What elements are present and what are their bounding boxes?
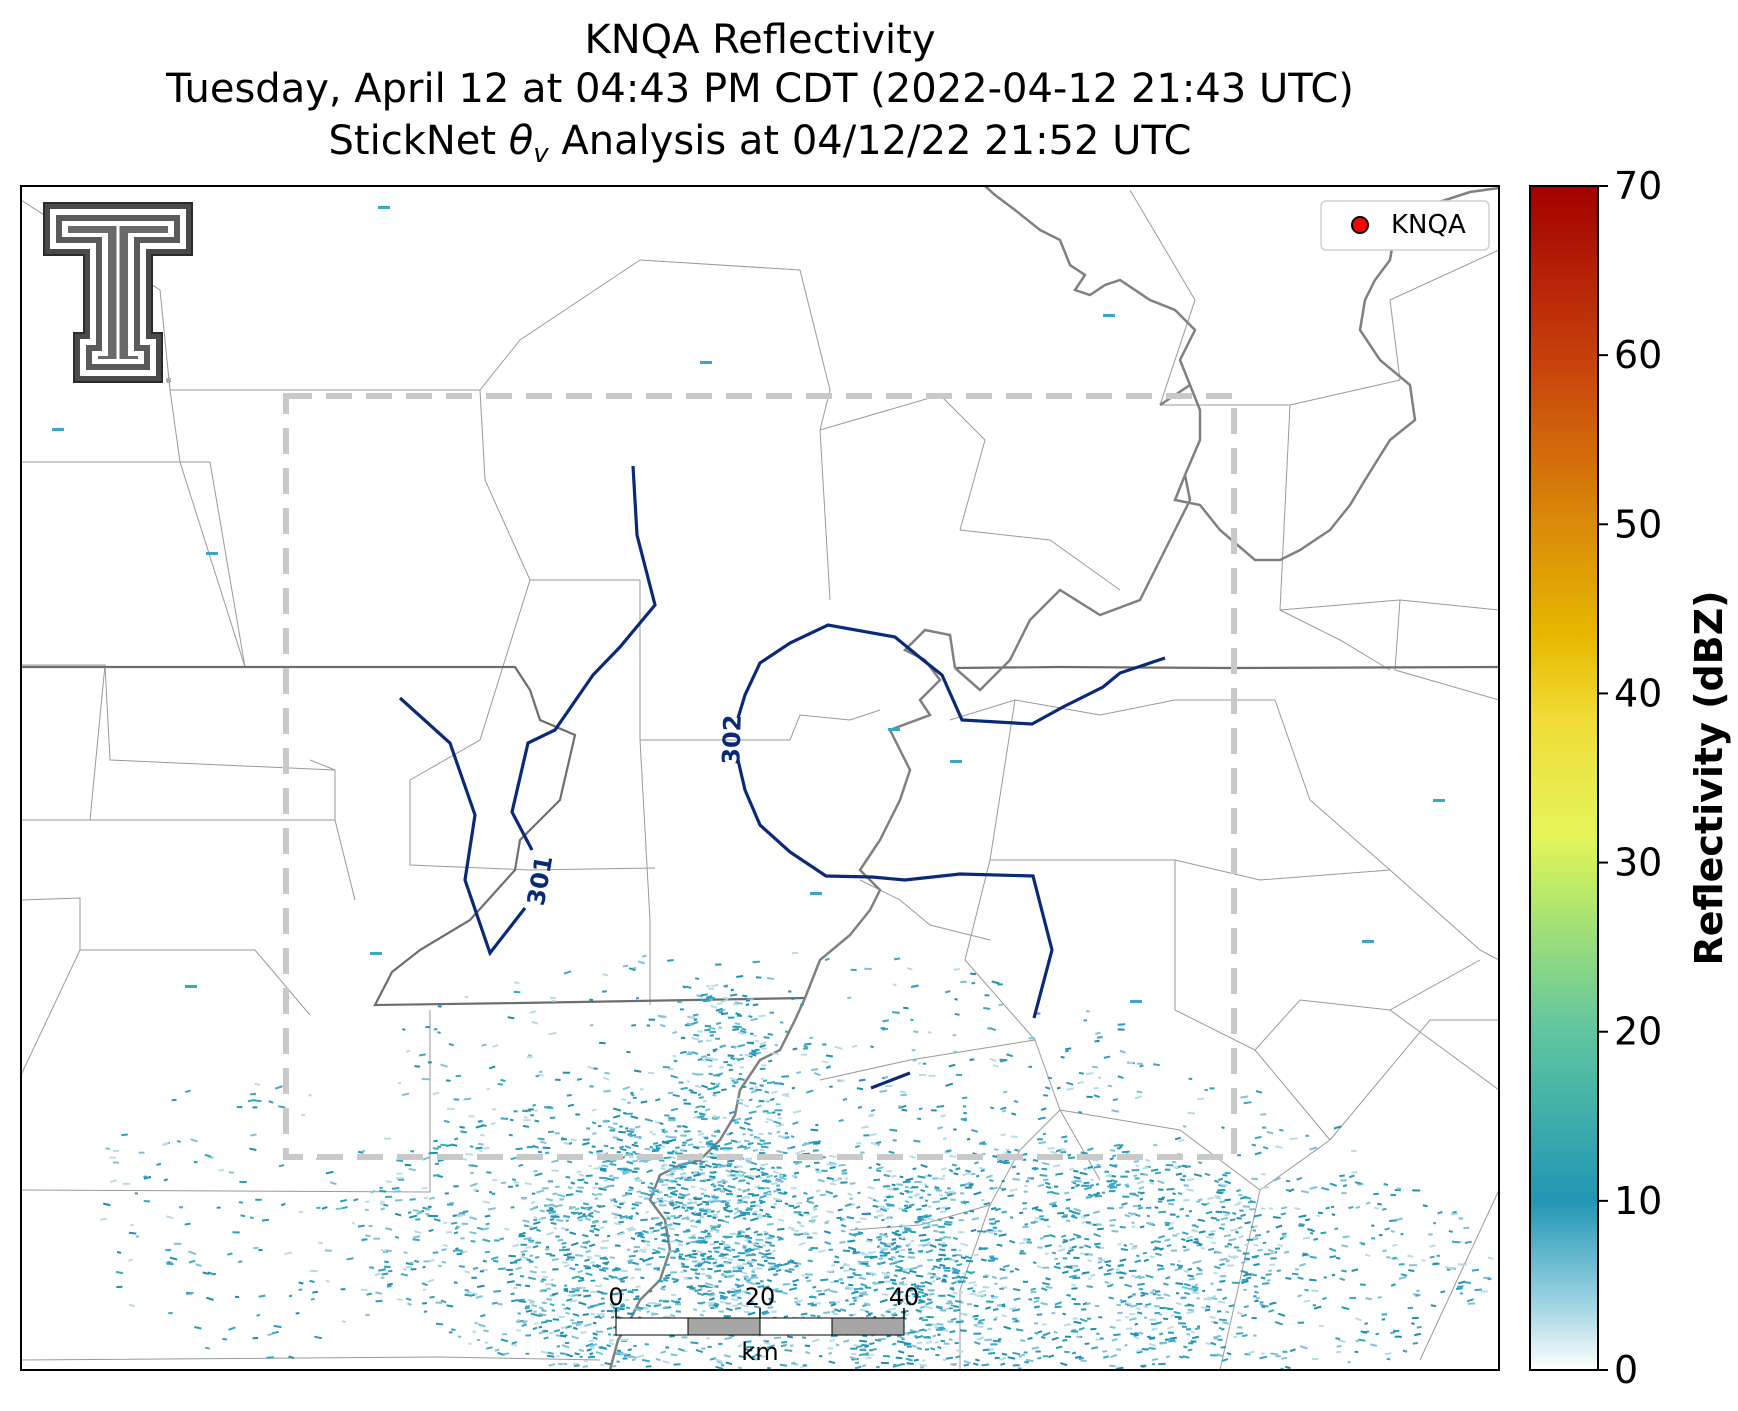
scale-bar-unit: km [741, 1338, 778, 1366]
contour-302-southern-segment [736, 759, 1054, 1019]
scale-bar: 0 20 40 km [608, 1283, 919, 1366]
county-boundaries [21, 189, 1499, 1370]
colorbar-tick-label: 60 [1614, 333, 1662, 377]
colorbar-tick-label: 50 [1614, 502, 1662, 546]
colorbar-tick-label: 40 [1614, 671, 1662, 715]
theta-v-contours [398, 465, 1166, 1090]
legend-label-knqa: KNQA [1391, 210, 1466, 240]
contour-302-stub [870, 1071, 911, 1090]
colorbar-tick-label: 10 [1614, 1179, 1662, 1223]
colorbar-ticks: 0 10 20 30 40 50 60 70 [1598, 164, 1662, 1392]
title-theta-symbol: θ [509, 118, 533, 164]
scale-bar-seg-4 [831, 1317, 905, 1336]
scale-bar-seg-3 [759, 1317, 833, 1336]
scale-bar-seg-2 [687, 1317, 761, 1336]
texas-tech-logo: ® [43, 202, 193, 385]
title-line-2: Tuesday, April 12 at 04:43 PM CDT (2022-… [165, 66, 1354, 112]
map-background [21, 186, 1499, 1370]
colorbar-tick-label: 70 [1614, 164, 1662, 208]
svg-text:®: ® [165, 377, 172, 385]
colorbar-gradient [1529, 185, 1599, 1371]
colorbar-tick-label: 20 [1614, 1010, 1662, 1054]
title-line-1: KNQA Reflectivity [584, 17, 935, 63]
scale-bar-tick-40: 40 [889, 1283, 920, 1311]
map-frame [20, 185, 1500, 1371]
knqa-marker-icon [1351, 216, 1369, 234]
contour-label-302: 302 [717, 714, 747, 765]
title-theta-subscript: v [533, 139, 549, 169]
legend: KNQA [1320, 200, 1490, 251]
map-panel: 301 302 0 20 40 km [20, 185, 1500, 1371]
title-line-3: StickNet θv Analysis at 04/12/22 21:52 U… [329, 118, 1192, 169]
analysis-domain-box [283, 393, 1237, 1160]
legend-box [1320, 200, 1490, 251]
contour-302-segment [736, 623, 1166, 726]
scale-bar-seg-1 [615, 1317, 689, 1336]
scale-bar-tick-0: 0 [608, 1283, 623, 1311]
contour-301-north-segment [510, 465, 657, 851]
radar-echoes [52, 206, 1494, 1370]
scale-bar-tick-20: 20 [745, 1283, 776, 1311]
colorbar-label: Reflectivity (dBZ) [1687, 590, 1731, 965]
title-line-3-prefix: StickNet [329, 118, 509, 164]
colorbar-tick-label: 30 [1614, 841, 1662, 885]
title-line-3-suffix: Analysis at 04/12/22 21:52 UTC [549, 118, 1192, 164]
contour-301-south-segment [398, 696, 527, 957]
state-boundaries [21, 665, 1499, 1007]
colorbar: 0 10 20 30 40 50 60 70 Reflectivity (dBZ) [1529, 164, 1731, 1392]
colorbar-tick-label: 0 [1614, 1348, 1638, 1392]
